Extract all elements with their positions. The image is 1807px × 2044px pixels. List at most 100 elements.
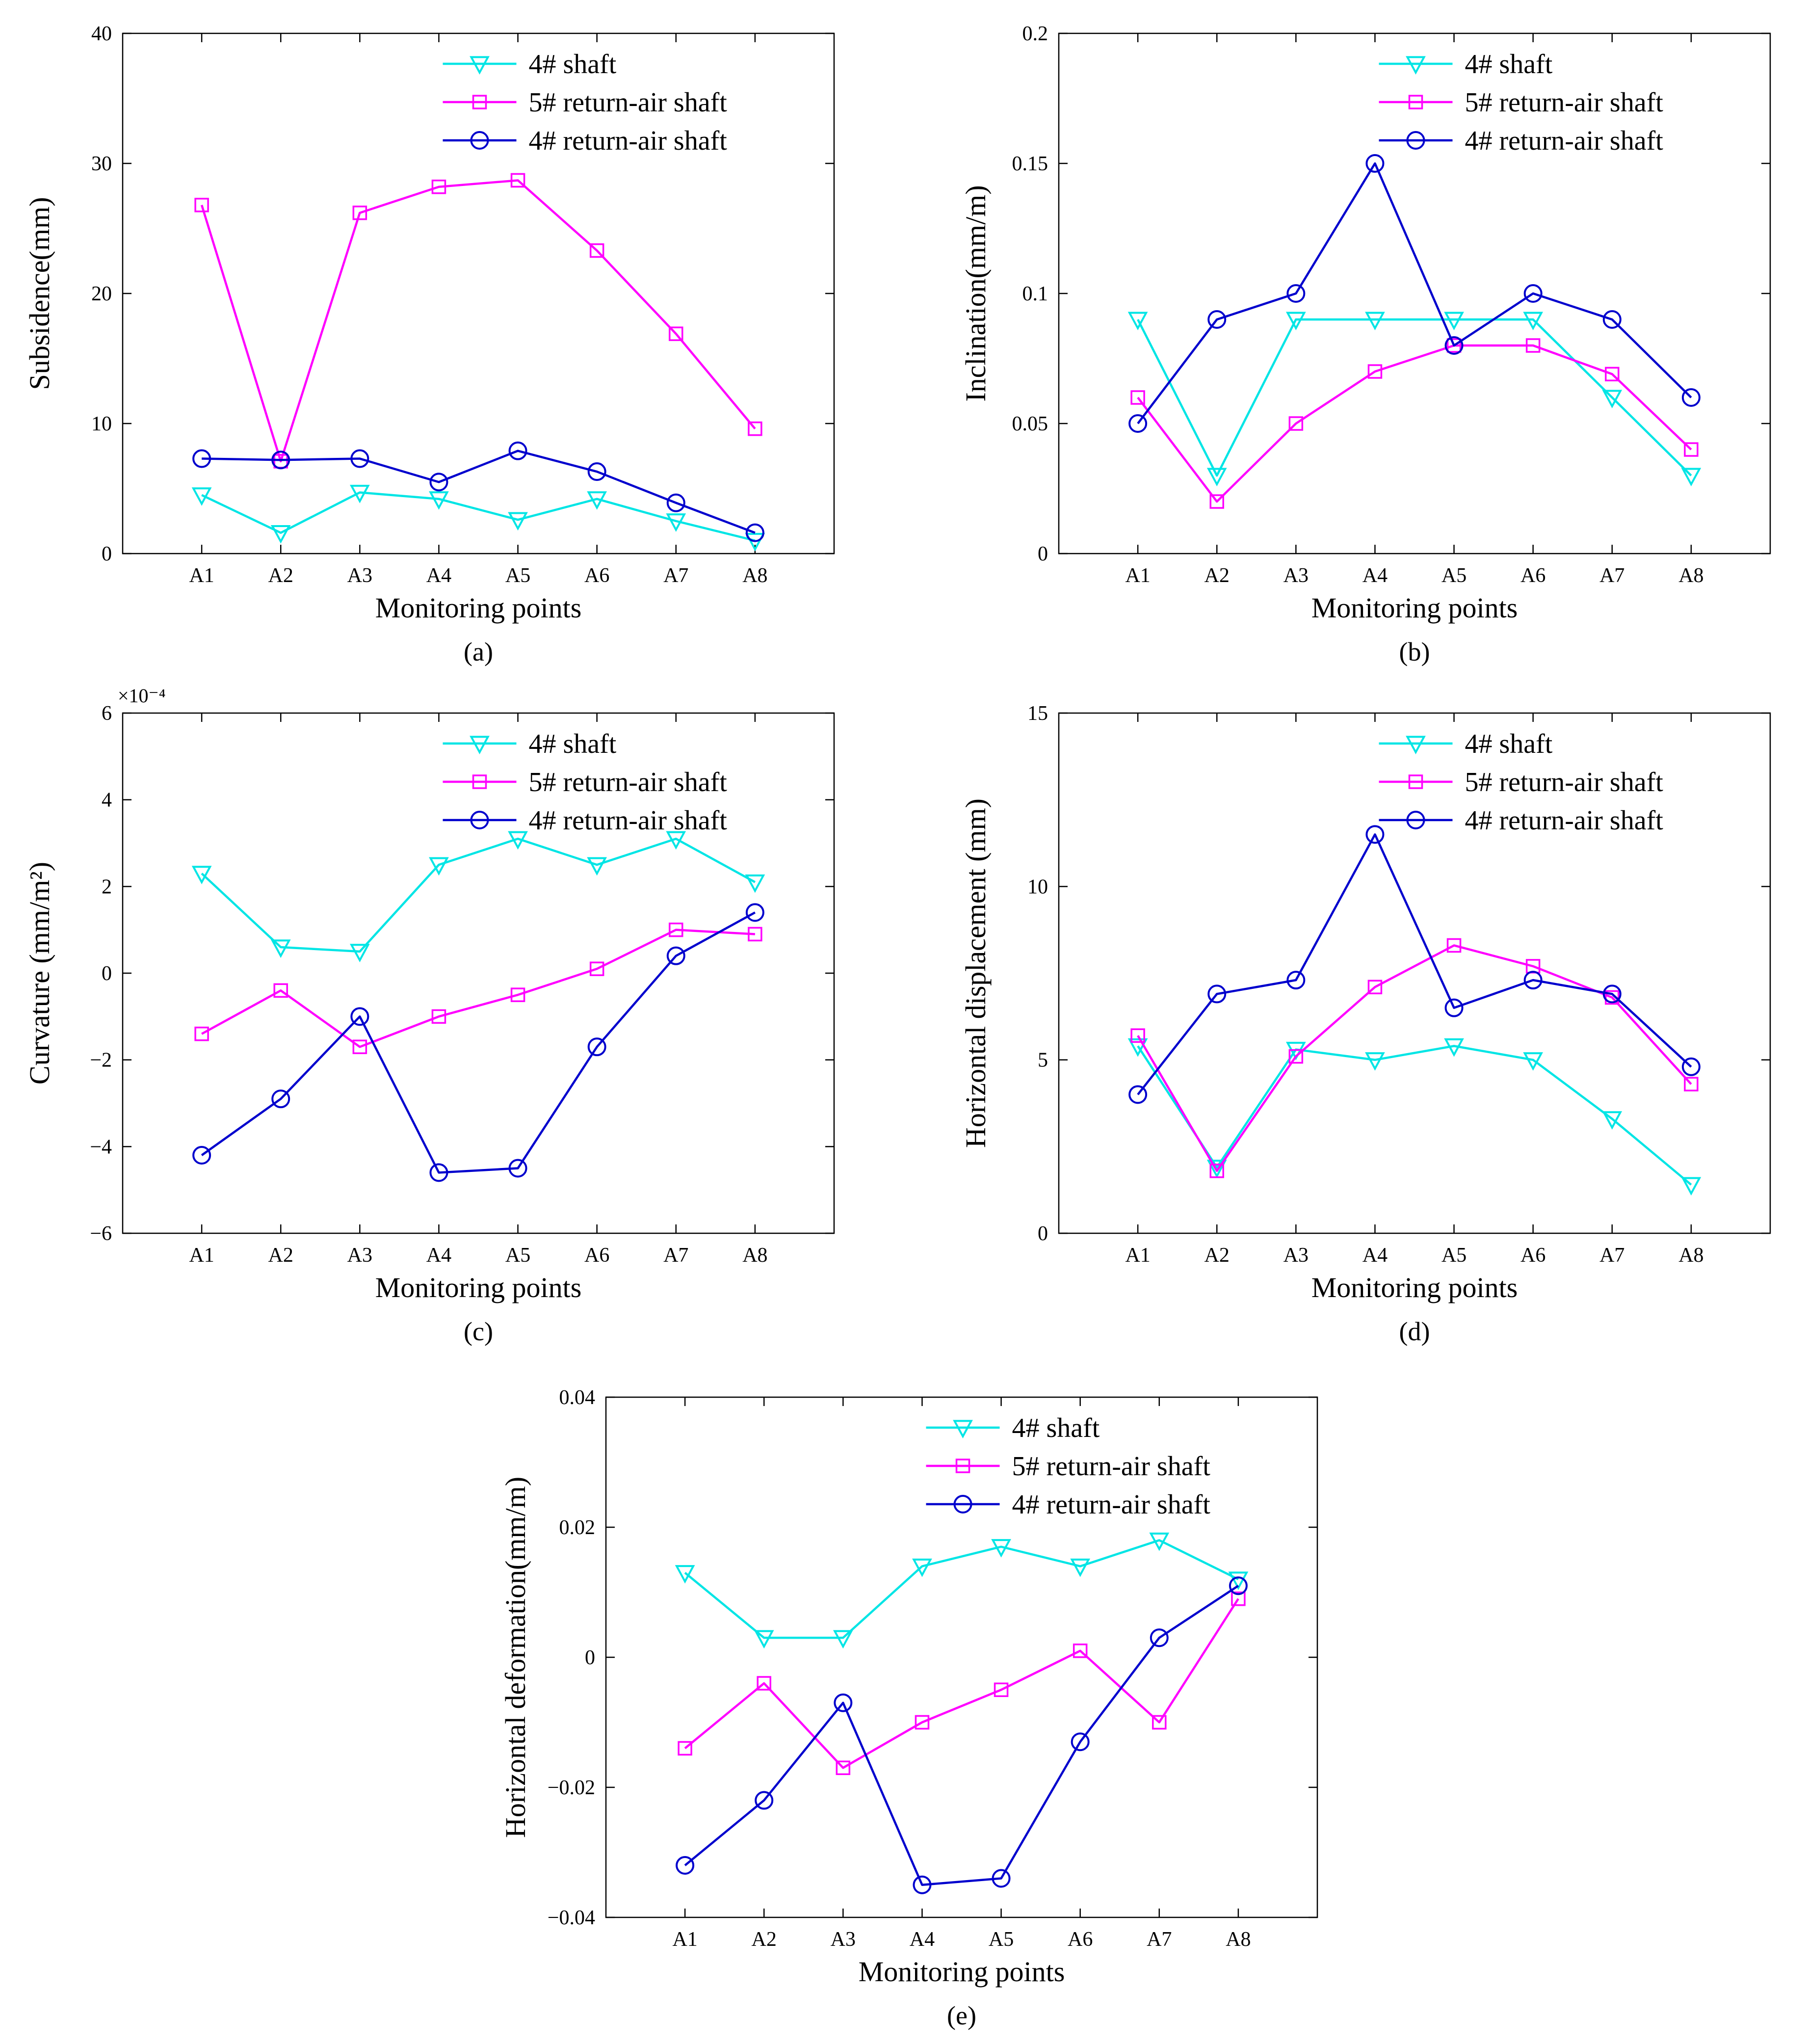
legend-item: 4# return-air shaft [1379, 126, 1663, 156]
legend: 4# shaft 5# return-air shaft 4# return-air… [443, 729, 728, 836]
data-point [754, 1630, 774, 1649]
data-point [429, 857, 449, 876]
chart-panel-a: 0 10 20 30 40 A1 A2 A3 A4 A5 A6 A7 A8 Monitoring poin… [24, 23, 835, 666]
x-tick-label: A2 [1205, 1244, 1230, 1267]
y-tick-label: 30 [91, 153, 112, 175]
data-point [429, 1163, 448, 1182]
data-point [1207, 310, 1227, 329]
data-point [191, 487, 212, 506]
data-point [1286, 284, 1306, 303]
data-point [352, 1039, 367, 1054]
legend-label: 4# return-air shaft [1012, 1489, 1211, 1520]
y-tick-label: 0.15 [1012, 153, 1048, 175]
data-point [991, 1539, 1011, 1558]
series-return5 [194, 922, 762, 1054]
legend-marker [470, 811, 489, 829]
x-tick-label: A3 [1283, 1244, 1309, 1267]
series-shaft4 [191, 831, 765, 962]
legend: 4# shaft 5# return-air shaft 4# return-air… [926, 1413, 1211, 1520]
legend-marker [953, 1420, 973, 1439]
data-point [589, 961, 604, 976]
legend-label: 4# return-air shaft [529, 805, 728, 836]
y-tick-label: 15 [1027, 702, 1048, 725]
x-tick-label: A8 [742, 1244, 767, 1267]
data-point [1365, 1052, 1385, 1071]
data-point [1684, 1077, 1699, 1091]
y-tick-label: 5 [1038, 1049, 1048, 1072]
series-line [684, 1585, 1239, 1886]
y-tick-label: 10 [91, 413, 112, 435]
x-tick-label: A2 [1205, 564, 1230, 587]
data-point [913, 1875, 932, 1894]
series-return4 [676, 1576, 1248, 1894]
panel-label: (d) [1399, 1317, 1430, 1346]
series-shaft4 [1127, 1038, 1702, 1196]
y-tick-label: −2 [90, 1049, 112, 1072]
legend-marker [1408, 95, 1423, 109]
data-point [1209, 1164, 1224, 1178]
data-point [1207, 984, 1227, 1004]
legend-item: 4# shaft [1379, 49, 1553, 80]
legend-item: 4# shaft [926, 1413, 1100, 1443]
panel-label: (e) [947, 2001, 976, 2030]
legend-label: 5# return-air shaft [1012, 1451, 1211, 1482]
data-point [510, 173, 525, 188]
legend-marker [1406, 811, 1425, 829]
x-tick-label: A5 [1441, 1244, 1467, 1267]
legend-label: 5# return-air shaft [1465, 767, 1664, 797]
legend-marker [470, 56, 490, 75]
y-tick-label: 0 [585, 1646, 595, 1669]
data-point [1365, 825, 1385, 844]
data-point [1602, 1111, 1623, 1130]
legend-label: 4# return-air shaft [529, 126, 728, 156]
data-point [1444, 1038, 1464, 1057]
y-axis-exponent-label: ×10⁻⁴ [118, 685, 166, 707]
data-point [587, 857, 607, 876]
y-axis-label: Horizontal deformation(mm/m) [499, 1477, 531, 1838]
data-point [352, 205, 367, 220]
x-tick-label: A3 [347, 564, 372, 587]
y-tick-label: −0.02 [548, 1777, 595, 1799]
y-tick-label: 10 [1027, 876, 1048, 898]
y-tick-label: 20 [91, 283, 112, 305]
data-point [1446, 938, 1462, 953]
data-point [678, 1741, 692, 1756]
data-point [676, 1856, 695, 1875]
legend-item: 4# shaft [1379, 729, 1553, 759]
series-shaft4 [191, 484, 765, 552]
data-point [429, 491, 449, 510]
data-point [1127, 312, 1148, 331]
data-point [1367, 980, 1383, 995]
data-point [1681, 468, 1702, 487]
legend-label: 4# shaft [1465, 49, 1553, 80]
legend-label: 5# return-air shaft [529, 87, 728, 118]
y-tick-label: −6 [90, 1222, 112, 1245]
data-point [587, 462, 606, 481]
series-line [1137, 833, 1692, 1095]
chart-panel-b: 0 0.05 0.1 0.15 0.2 A1 A2 A3 A4 A5 A6 A7 A8 Monitorin… [960, 23, 1771, 666]
series-return4 [192, 903, 764, 1182]
series-return4 [1128, 154, 1701, 433]
x-tick-label: A3 [347, 1244, 372, 1267]
legend-label: 4# shaft [1465, 729, 1553, 759]
data-point [1127, 1038, 1148, 1057]
x-tick-label: A1 [672, 1928, 697, 1951]
series-return5 [194, 173, 762, 469]
y-tick-label: −4 [90, 1136, 112, 1158]
y-tick-label: 0 [1038, 1222, 1048, 1245]
data-point [508, 831, 528, 850]
data-point [271, 451, 290, 470]
legend-marker [470, 131, 489, 150]
x-tick-label: A5 [989, 1928, 1014, 1951]
x-tick-label: A1 [189, 1244, 214, 1267]
data-point [1605, 367, 1620, 382]
series-line [201, 911, 756, 1174]
data-point [1602, 310, 1622, 329]
y-tick-label: 0.04 [559, 1386, 596, 1409]
data-point [1605, 990, 1620, 1005]
y-tick-label: 0.05 [1012, 413, 1048, 435]
series-line [202, 450, 756, 534]
x-tick-label: A6 [1520, 564, 1545, 587]
